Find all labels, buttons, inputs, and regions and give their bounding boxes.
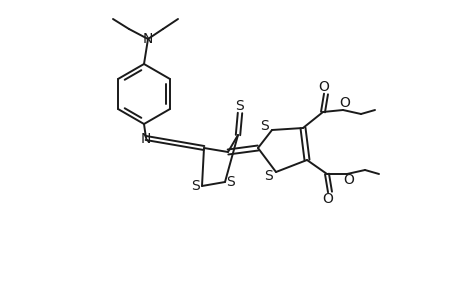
- Text: S: S: [191, 179, 200, 193]
- Text: O: O: [318, 80, 329, 94]
- Text: N: N: [140, 132, 151, 146]
- Text: O: O: [343, 173, 354, 187]
- Text: O: O: [339, 96, 350, 110]
- Text: O: O: [322, 192, 333, 206]
- Text: S: S: [226, 175, 235, 189]
- Text: S: S: [260, 119, 269, 133]
- Text: S: S: [235, 99, 244, 113]
- Text: S: S: [264, 169, 273, 183]
- Text: N: N: [142, 32, 153, 46]
